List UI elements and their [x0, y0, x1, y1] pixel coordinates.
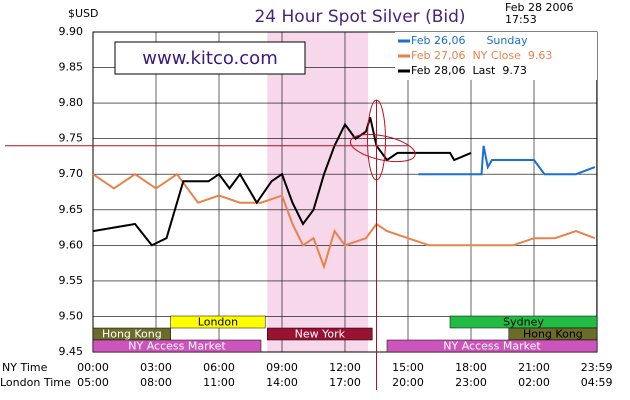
x-tick-label: 03:00: [140, 361, 172, 374]
y-tick-label: 9.55: [59, 274, 84, 287]
x2-tick-label: 04:59: [581, 376, 613, 389]
session-label: Hong Kong: [523, 328, 583, 341]
y-tick-label: 9.60: [59, 238, 84, 251]
session-label: NY Access Market: [128, 340, 226, 353]
y-tick-label: 9.45: [59, 345, 84, 358]
session-label: Hong Kong: [102, 328, 162, 341]
series-line: [418, 145, 596, 176]
y-tick-label: 9.65: [59, 203, 84, 216]
plot-frame: [92, 31, 598, 353]
x2-tick-label: 05:00: [77, 376, 109, 389]
highlight-region: [267, 32, 369, 352]
x-tick-label: 15:00: [392, 361, 424, 374]
x-tick-label: 09:00: [266, 361, 298, 374]
y-axis-label: $USD: [68, 7, 99, 20]
x2-tick-label: 20:00: [392, 376, 424, 389]
session-label: NY Access Market: [443, 340, 541, 353]
x2-tick-label: 11:00: [203, 376, 235, 389]
x-axis-label: NY Time: [2, 361, 48, 374]
date: Feb 28 2006: [505, 1, 573, 14]
x-tick-label: 18:00: [455, 361, 487, 374]
x-tick-label: 23:59: [581, 361, 613, 374]
legend-label: Feb 28,06 Last 9.73: [411, 64, 527, 77]
chart-title: 24 Hour Spot Silver (Bid): [254, 7, 465, 27]
session-label: New York: [295, 328, 346, 341]
y-tick-label: 9.90: [59, 25, 84, 38]
legend-box: [395, 32, 597, 80]
x-tick-label: 00:00: [77, 361, 109, 374]
y-tick-label: 9.70: [59, 167, 84, 180]
x-tick-label: 21:00: [518, 361, 550, 374]
annotation-ellipse: [367, 99, 386, 181]
annotation-ellipse: [349, 133, 416, 163]
session-bar: [170, 315, 266, 329]
x2-axis-label: London Time: [0, 376, 71, 389]
watermark: www.kitco.com: [142, 48, 277, 69]
x2-tick-label: 17:00: [329, 376, 361, 389]
x2-tick-label: 02:00: [518, 376, 550, 389]
series-line: [92, 172, 596, 270]
x2-tick-label: 08:00: [140, 376, 172, 389]
x-tick-label: 12:00: [329, 361, 361, 374]
y-tick-label: 9.85: [59, 61, 84, 74]
y-tick-label: 9.50: [59, 309, 84, 322]
legend-label: Feb 27,06 NY Close 9.63: [411, 49, 552, 62]
session-bar: [267, 327, 373, 341]
session-bar: [92, 339, 262, 353]
watermark-box: [114, 41, 306, 75]
y-tick-label: 9.75: [59, 132, 84, 145]
session-label: London: [198, 316, 238, 329]
legend-label: Feb 26,06 Sunday: [411, 34, 528, 47]
x-tick-label: 06:00: [203, 361, 235, 374]
session-bar: [386, 339, 598, 353]
x2-tick-label: 23:00: [455, 376, 487, 389]
time: 17:53: [505, 13, 537, 26]
session-label: Sydney: [503, 316, 544, 329]
y-tick-label: 9.80: [59, 96, 84, 109]
series-line: [92, 117, 472, 247]
x2-tick-label: 14:00: [266, 376, 298, 389]
